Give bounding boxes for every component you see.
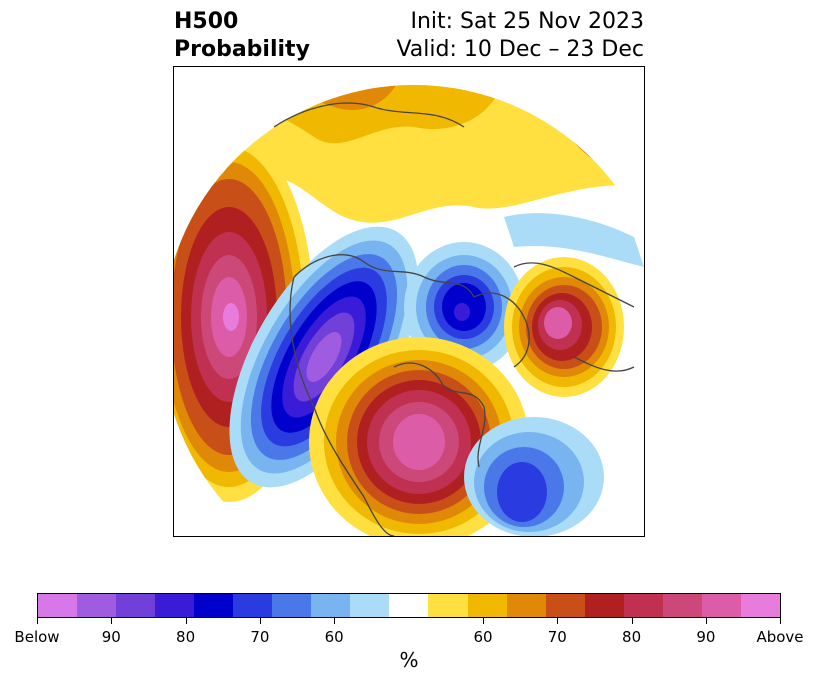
colorbar-tick (705, 618, 707, 624)
colorbar-segment (77, 594, 117, 617)
colorbar-segment (350, 594, 390, 617)
colorbar-segment (467, 594, 507, 617)
colorbar-tick-label: 70 (250, 628, 270, 646)
colorbar-segment (194, 594, 234, 617)
colorbar-segment (584, 594, 624, 617)
colorbar-tick (483, 618, 484, 624)
colorbar-tick-label: 60 (473, 628, 493, 646)
colorbar-segment (389, 594, 429, 617)
colorbar-tick (780, 618, 781, 624)
chart-title: H500 Probability (174, 8, 310, 64)
colorbar-tick (37, 618, 38, 624)
colorbar-segment (428, 594, 468, 617)
colorbar-tick (334, 618, 336, 624)
colorbar-segment (272, 594, 312, 617)
field-kind: Probability (174, 37, 310, 62)
colorbar-segment (623, 594, 663, 617)
colorbar-tick-label: Below (14, 628, 60, 646)
colorbar-segment (662, 594, 702, 617)
shaded-field (174, 85, 644, 536)
unit-label: % (399, 648, 419, 672)
colorbar-tick-label: 80 (622, 628, 642, 646)
colorbar-tick-label: 90 (101, 628, 121, 646)
colorbar-tick (259, 618, 261, 624)
coastlines (273, 102, 635, 536)
colorbar-tick (557, 618, 559, 624)
colorbar-segment (116, 594, 156, 617)
colorbar-segment (701, 594, 741, 617)
colorbar-tick-label: 60 (324, 628, 344, 646)
colorbar-tick-label: 80 (176, 628, 196, 646)
colorbar-tick-label: 90 (696, 628, 716, 646)
map-canvas (174, 85, 644, 536)
colorbar-segment (233, 594, 273, 617)
valid-range: Valid: 10 Dec – 23 Dec (396, 37, 644, 62)
colorbar-segment (311, 594, 351, 617)
probability-map (173, 66, 645, 537)
init-date: Init: Sat 25 Nov 2023 (410, 9, 644, 34)
colorbar-segment (38, 594, 78, 617)
colorbar-tick-label: 70 (547, 628, 567, 646)
colorbar-segment (545, 594, 585, 617)
forecast-dates: Init: Sat 25 Nov 2023 Valid: 10 Dec – 23… (396, 8, 644, 64)
colorbar (37, 593, 781, 618)
colorbar-tick (185, 618, 187, 624)
colorbar-segment (506, 594, 546, 617)
colorbar-tick (111, 618, 113, 624)
colorbar-tick (631, 618, 633, 624)
colorbar-segment (740, 594, 780, 617)
field-name: H500 (174, 9, 239, 34)
colorbar-segment (155, 594, 195, 617)
colorbar-tick-label: Above (756, 628, 804, 646)
